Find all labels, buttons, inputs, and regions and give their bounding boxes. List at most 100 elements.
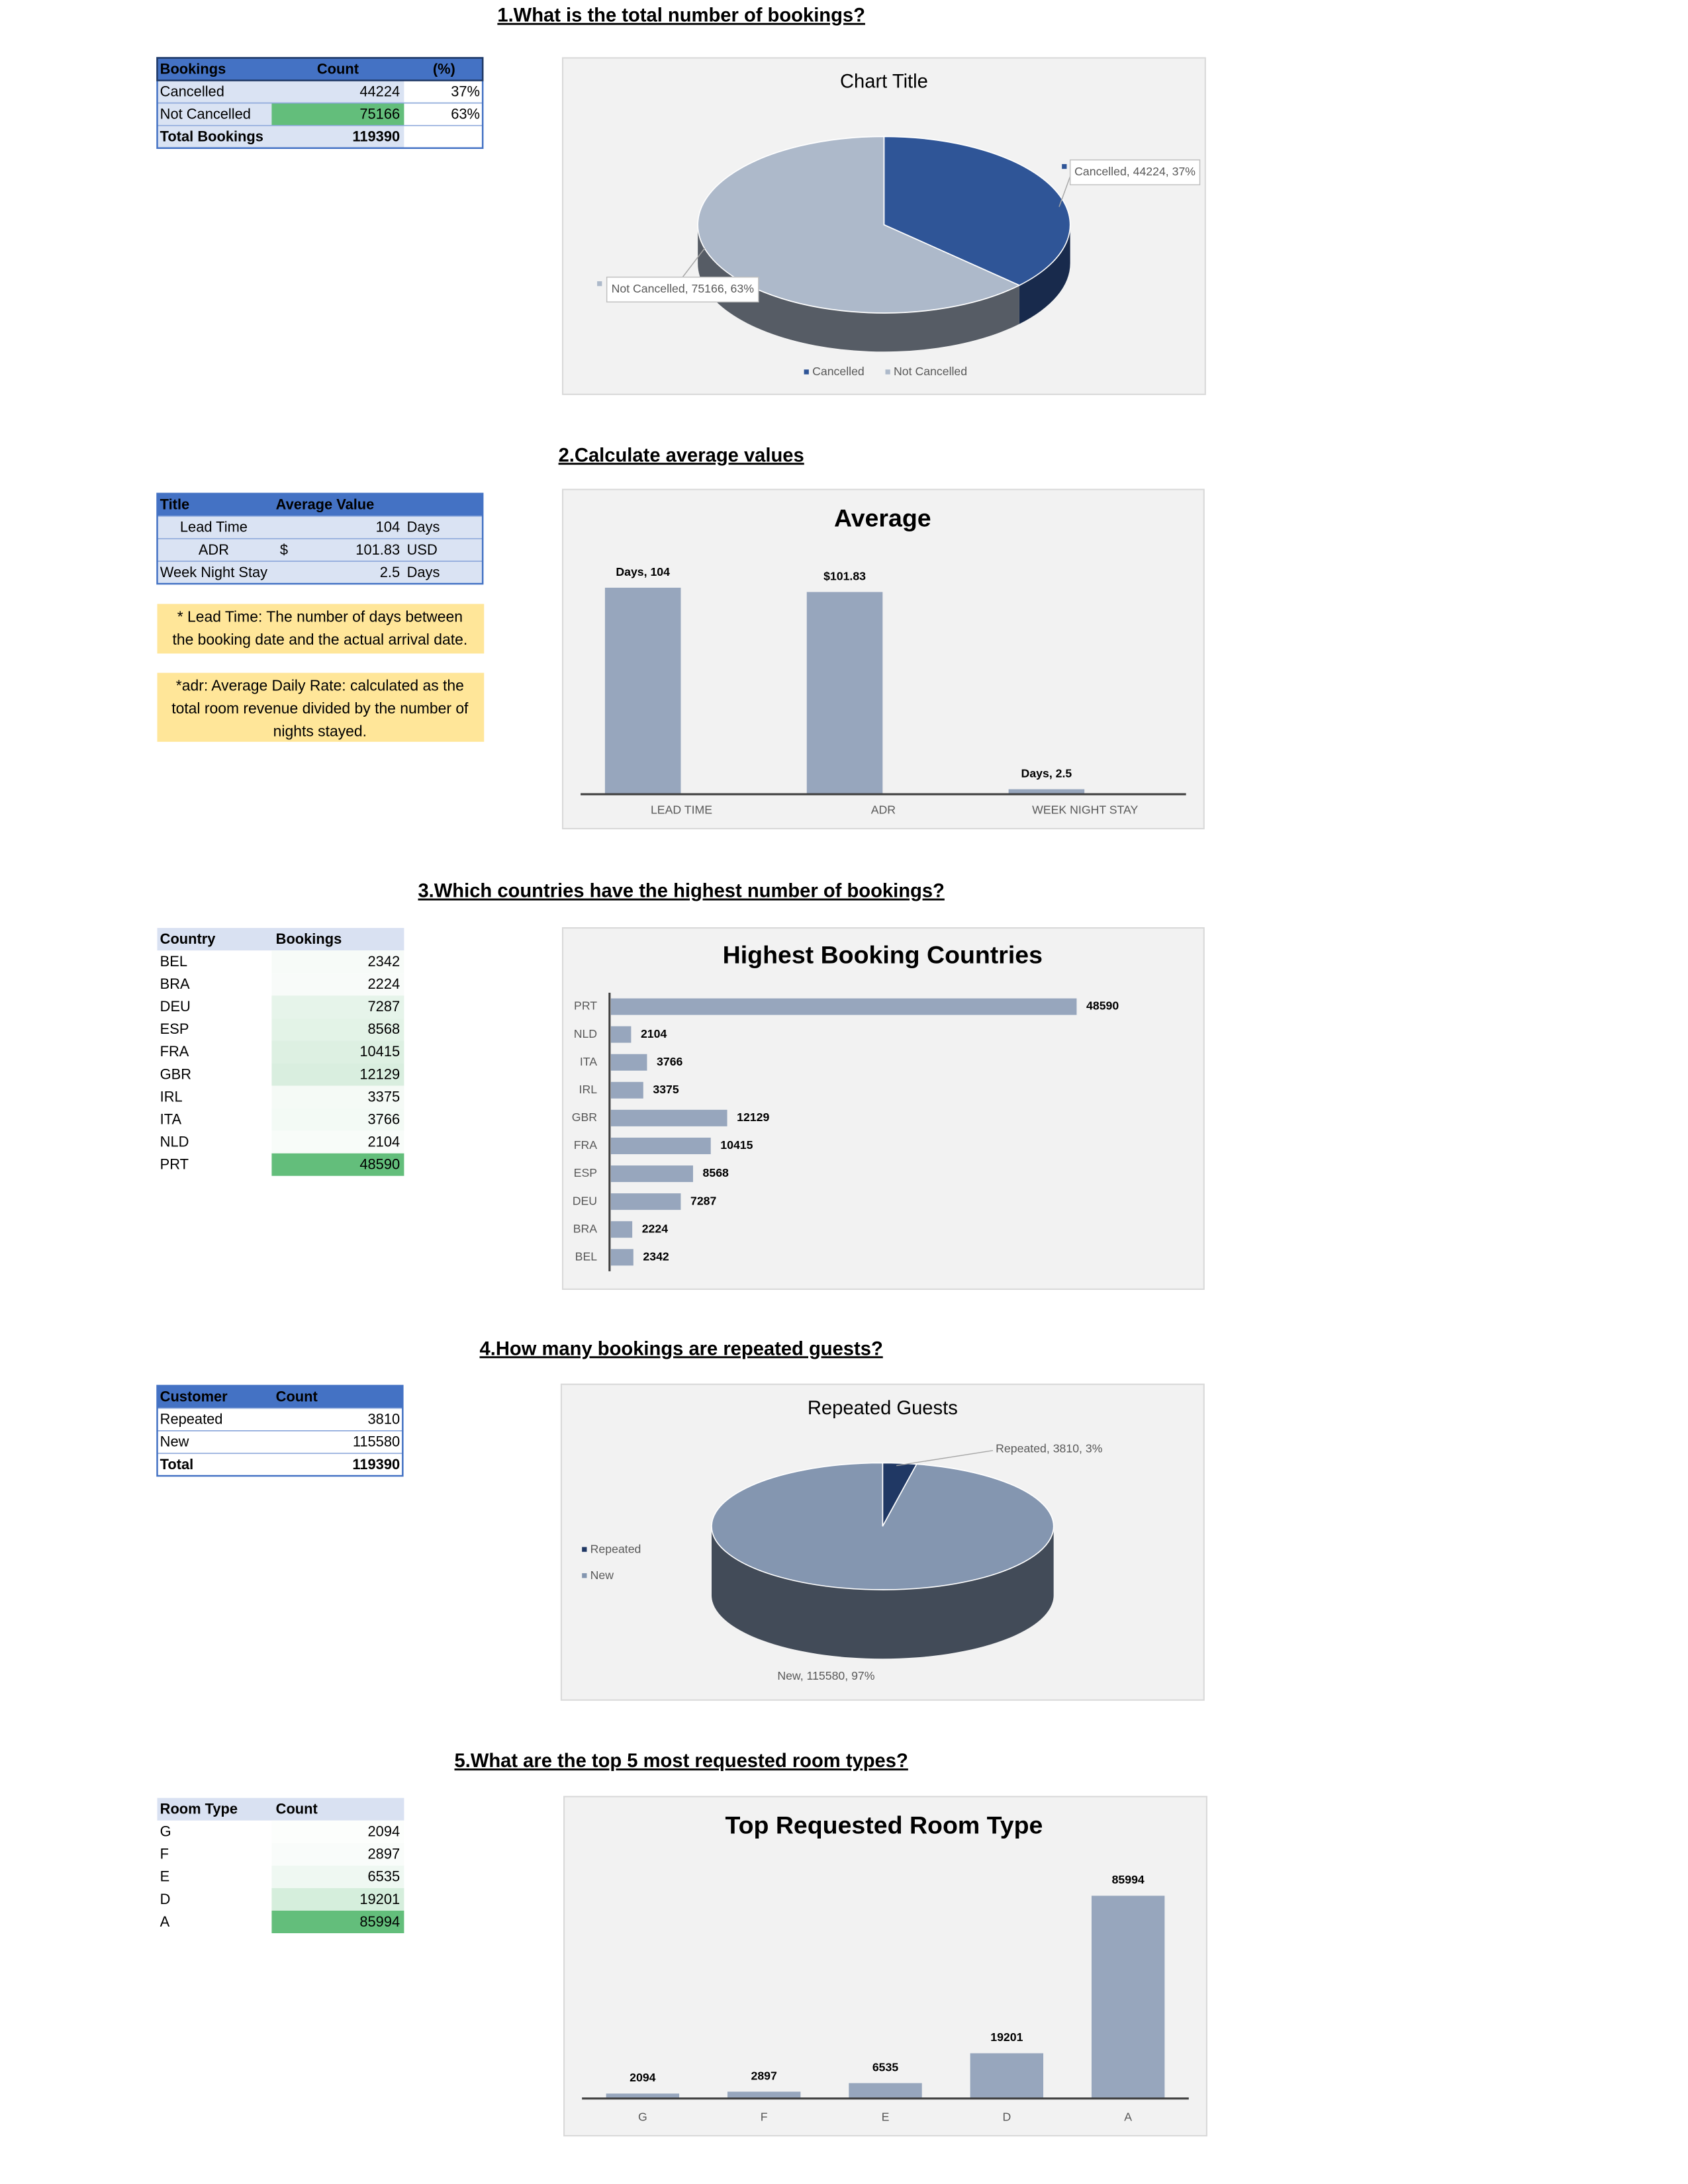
table-cell: G: [160, 1823, 171, 1840]
table-cell: 2094: [368, 1823, 400, 1840]
bar: [610, 1165, 693, 1183]
pie-slice: [697, 136, 1021, 314]
category-label: DEU: [573, 1194, 597, 1207]
table-cell: Cancelled: [160, 83, 224, 99]
table-cell: Repeated: [160, 1411, 223, 1428]
table-cell: 48590: [359, 1156, 400, 1173]
bar: [610, 998, 1077, 1015]
cell-highlight: [271, 103, 404, 126]
data-label: Repeated, 3810, 3%: [996, 1441, 1103, 1455]
table-cell: 3810: [368, 1411, 400, 1428]
table-cell: D: [160, 1891, 171, 1907]
section-heading: 1.What is the total number of bookings?: [497, 5, 865, 26]
table-header: [157, 1797, 404, 1821]
table-cell: FRA: [160, 1043, 189, 1060]
label-leader: [1058, 176, 1071, 207]
category-label: NLD: [574, 1027, 597, 1040]
column-header: Bookings: [160, 60, 226, 77]
data-label: 10415: [720, 1138, 753, 1152]
data-label: 2342: [643, 1250, 669, 1263]
table-cell: A: [160, 1913, 170, 1930]
cell-background: [157, 1430, 403, 1453]
category-label: E: [882, 2111, 890, 2124]
data-label: 48590: [1086, 999, 1119, 1013]
legend-label: New: [590, 1569, 614, 1582]
data-label: 3766: [657, 1055, 683, 1068]
data-label: 8568: [703, 1166, 729, 1179]
cell-background: [157, 80, 404, 103]
table-cell: 119390: [352, 128, 400, 145]
bar: [610, 1193, 681, 1210]
table-cell: 2104: [368, 1134, 400, 1150]
label-key: [1062, 163, 1067, 169]
table-cell: 10415: [359, 1043, 400, 1060]
data-label: 2897: [751, 2069, 777, 2082]
table-cell: GBR: [160, 1066, 191, 1082]
bar: [806, 592, 883, 794]
cell-background: [404, 125, 483, 148]
data-label: Cancelled, 44224, 37%: [1074, 165, 1196, 178]
section-heading: 3.Which countries have the highest numbe…: [418, 881, 944, 902]
note-line: nights stayed.: [273, 722, 367, 739]
category-label: IRL: [579, 1083, 598, 1096]
data-label: 2104: [641, 1027, 667, 1040]
label-leader: [682, 248, 706, 278]
table-cell: Week Night Stay: [160, 564, 267, 580]
cell-background: [157, 538, 483, 562]
category-label: F: [761, 2111, 768, 2124]
table-cell: Not Cancelled: [160, 105, 251, 122]
label-key: [597, 281, 602, 287]
cell-background: [404, 103, 483, 126]
note-box: [157, 604, 485, 654]
bar: [970, 2053, 1044, 2099]
bar: [727, 2091, 801, 2099]
bar: [610, 1221, 633, 1238]
bar: [610, 1026, 632, 1043]
table-header: [157, 58, 483, 81]
data-label: Days, 2.5: [1021, 766, 1072, 780]
table-cell: DEU: [160, 998, 191, 1015]
category-label: BRA: [573, 1222, 598, 1235]
table-cell: ESP: [160, 1021, 189, 1037]
label-leader: [896, 1449, 994, 1467]
chart-title: Average: [834, 504, 931, 531]
cell-highlight: [271, 1085, 404, 1109]
table-cell: 85994: [359, 1913, 400, 1930]
pie-side: [698, 224, 1019, 352]
cell-background: [157, 125, 404, 148]
data-label: 2094: [630, 2071, 656, 2084]
table-cell: 104: [376, 519, 400, 535]
data-label: 6535: [872, 2060, 899, 2073]
column-header: Count: [276, 1388, 318, 1405]
cell-background: [157, 561, 483, 584]
cell-highlight: [271, 1063, 404, 1086]
table-cell: F: [160, 1846, 169, 1862]
bar: [1008, 789, 1085, 794]
table-cell: 3375: [368, 1088, 400, 1105]
table-cell: PRT: [160, 1156, 189, 1173]
cell-highlight: [271, 1910, 404, 1934]
table-cell: 12129: [359, 1066, 400, 1082]
legend-key: [582, 1573, 587, 1578]
table-cell: 19201: [359, 1891, 400, 1907]
data-label: 12129: [737, 1111, 769, 1124]
note-line: the booking date and the actual arrival …: [172, 631, 467, 648]
cell-highlight: [271, 1820, 404, 1843]
bar: [1091, 1895, 1165, 2099]
bar: [610, 1249, 633, 1266]
table-cell: Lead Time: [180, 519, 248, 535]
column-header: Room Type: [160, 1801, 238, 1817]
table-cell: 2.5: [380, 564, 400, 580]
table-cell: 37%: [451, 83, 480, 99]
table-header: [157, 928, 404, 951]
cell-background: [157, 1453, 403, 1476]
table-cell: 8568: [368, 1021, 400, 1037]
column-header: Customer: [160, 1388, 228, 1405]
column-header: Average Value: [276, 496, 375, 513]
data-label: $101.83: [823, 569, 866, 582]
bar: [610, 1081, 643, 1099]
cell-highlight: [271, 1040, 404, 1064]
category-label: A: [1124, 2111, 1132, 2124]
data-label: New, 115580, 97%: [777, 1669, 874, 1682]
